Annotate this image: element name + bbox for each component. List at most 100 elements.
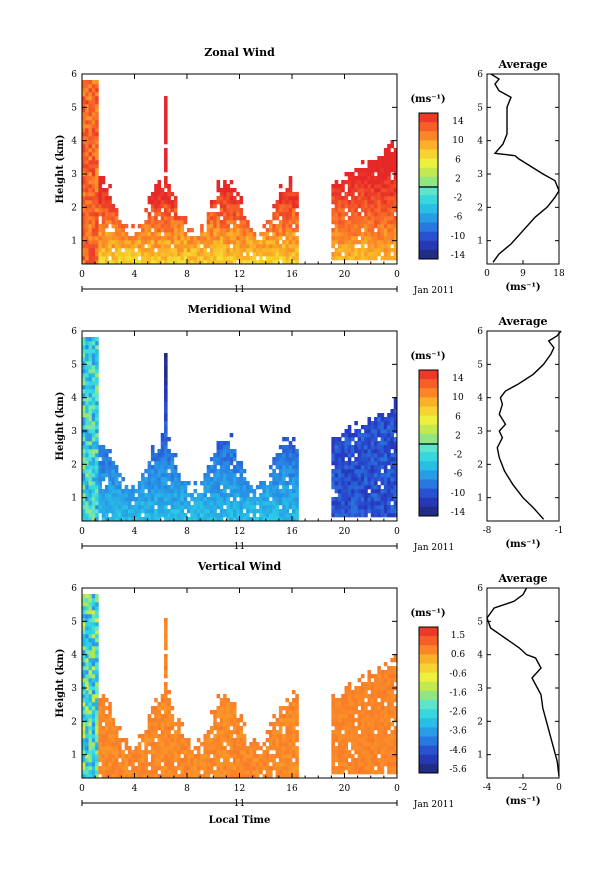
heatmap-cell: [88, 120, 93, 125]
colorbar-swatch: [419, 718, 438, 728]
heatmap-cell: [360, 433, 365, 438]
heatmap-cell: [88, 112, 93, 117]
heatmap-cell: [272, 477, 276, 482]
heatmap-cell: [347, 477, 352, 482]
heatmap-cell: [206, 220, 211, 225]
heatmap-cell: [232, 489, 237, 494]
heatmap-cell: [351, 766, 355, 771]
heatmap-cell: [82, 501, 86, 506]
heatmap-cell: [108, 473, 112, 478]
heatmap-cell: [364, 184, 368, 189]
heatmap-cell: [380, 248, 385, 253]
heatmap-cell: [285, 742, 290, 747]
heatmap-cell: [357, 746, 362, 751]
colorbar-swatch: [419, 388, 438, 398]
heatmap-cell: [173, 758, 178, 763]
heatmap-cell: [259, 485, 263, 490]
heatmap-cell: [269, 465, 273, 470]
heatmap-cell: [127, 260, 132, 265]
heatmap-cell: [272, 236, 276, 241]
heatmap-cell: [347, 208, 352, 213]
heatmap-cell: [337, 196, 342, 201]
heatmap-cell: [351, 192, 355, 197]
heatmap-cell: [334, 489, 339, 494]
heatmap-cell: [177, 722, 181, 727]
heatmap-cell: [360, 204, 365, 209]
heatmap-cell: [216, 517, 221, 522]
heatmap-cell: [292, 465, 296, 470]
heatmap-cell: [150, 244, 155, 249]
colorbar-swatch: [419, 186, 438, 196]
heatmap-cell: [341, 770, 345, 775]
heatmap-cell: [377, 726, 381, 731]
heatmap-cell: [367, 742, 372, 747]
heatmap-cell: [147, 236, 152, 241]
colorbar-swatch: [419, 415, 438, 426]
heatmap-cell: [127, 240, 132, 245]
heatmap-cell: [262, 754, 267, 759]
heatmap-cell: [150, 730, 155, 735]
heatmap-cell: [88, 168, 93, 173]
heatmap-cell: [275, 212, 280, 217]
heatmap-cell: [226, 497, 230, 502]
heatmap-cell: [380, 417, 385, 422]
heatmap-cell: [157, 714, 162, 719]
heatmap-cell: [337, 746, 342, 751]
heatmap-cell: [209, 766, 214, 771]
colorbar-tick-label: 10: [452, 136, 464, 146]
heatmap-cell: [223, 698, 227, 703]
heatmap-cell: [265, 489, 270, 494]
heatmap-cell: [223, 248, 227, 253]
heatmap-cell: [223, 188, 227, 193]
heatmap-cell: [170, 228, 175, 233]
heatmap-cell: [285, 244, 290, 249]
colorbar-swatch: [419, 690, 438, 701]
heatmap-cell: [278, 457, 283, 462]
heatmap-cell: [150, 505, 155, 510]
heatmap-cell: [383, 758, 388, 763]
heatmap-cell: [374, 429, 378, 434]
heatmap-cell: [387, 425, 391, 430]
heatmap-cell: [88, 369, 93, 374]
heatmap-cell: [364, 208, 368, 213]
heatmap-cell: [387, 413, 391, 418]
heatmap-cell: [104, 754, 109, 759]
heatmap-cell: [351, 509, 355, 514]
heatmap-cell: [295, 714, 299, 719]
heatmap-cell: [387, 421, 391, 426]
heatmap-cell: [239, 212, 244, 217]
heatmap-cell: [393, 714, 398, 719]
heatmap-cell: [101, 493, 106, 498]
heatmap-cell: [82, 104, 86, 109]
heatmap-cell: [108, 734, 112, 739]
heatmap-cell: [344, 244, 349, 249]
heatmap-cell: [252, 260, 257, 265]
heatmap-cell: [164, 377, 168, 382]
heatmap-cell: [383, 473, 388, 478]
heatmap-cell: [104, 698, 109, 703]
heatmap-cell: [360, 762, 365, 767]
heatmap-cell: [164, 766, 168, 771]
heatmap-cell: [393, 726, 398, 731]
heatmap-cell: [351, 236, 355, 241]
heatmap-cell: [183, 493, 188, 498]
heatmap-cell: [367, 465, 372, 470]
heatmap-cell: [390, 216, 395, 221]
heatmap-cell: [269, 738, 273, 743]
heatmap-cell: [95, 228, 99, 233]
average-title: Average: [497, 58, 547, 71]
heatmap-cell: [160, 256, 165, 261]
heatmap-cell: [285, 770, 290, 775]
heatmap-cell: [269, 509, 273, 514]
heatmap-cell: [95, 742, 99, 747]
heatmap-cell: [82, 112, 86, 117]
heatmap-cell: [108, 485, 112, 490]
heatmap-cell: [95, 341, 99, 346]
heatmap-cell: [95, 642, 99, 647]
heatmap-cell: [114, 746, 119, 751]
heatmap-cell: [360, 176, 365, 181]
heatmap-cell: [334, 730, 339, 735]
heatmap-cell: [374, 453, 378, 458]
heatmap-cell: [154, 477, 158, 482]
heatmap-cell: [390, 164, 395, 169]
